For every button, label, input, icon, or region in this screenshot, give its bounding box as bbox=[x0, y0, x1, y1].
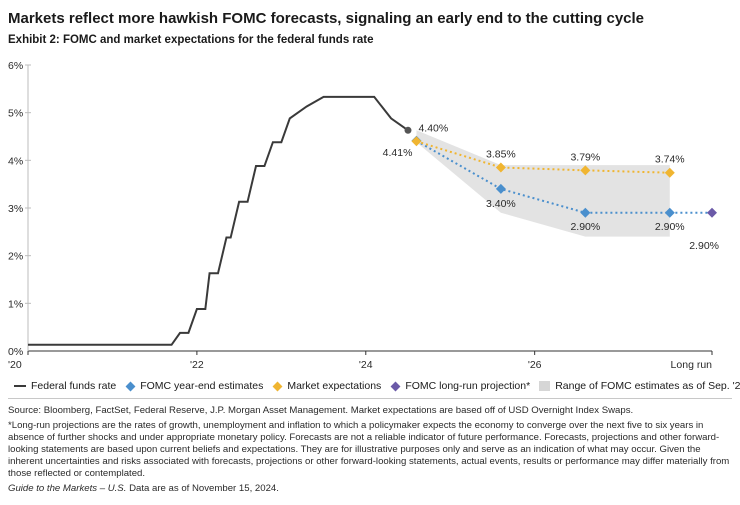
fomc-range-band bbox=[416, 130, 670, 237]
fomc-estimate-point bbox=[580, 207, 591, 218]
legend-swatch-market bbox=[272, 381, 283, 391]
legend-label-range: Range of FOMC estimates as of Sep. '24 S… bbox=[555, 380, 740, 392]
y-tick-label: 5% bbox=[8, 108, 23, 120]
guide-line: Guide to the Markets – U.S. Data are as … bbox=[8, 483, 732, 495]
longrun-note: *Long-run projections are the rates of g… bbox=[8, 420, 730, 479]
x-tick-label: '22 bbox=[190, 359, 204, 371]
x-tick-label: Long run bbox=[671, 359, 713, 371]
footnote-divider bbox=[8, 398, 732, 399]
fomc-data-label: 4.41% bbox=[383, 147, 413, 159]
x-tick-label: '24 bbox=[359, 359, 373, 371]
legend-item-range: Range of FOMC estimates as of Sep. '24 S… bbox=[539, 380, 740, 392]
fed-funds-chart: 0% 1% 2% 3% 4% 5% 6% '20 '22 '24 '26 Long run 4.41% 3… bbox=[8, 60, 719, 371]
x-tick-label: '26 bbox=[528, 359, 542, 371]
market-data-label: 4.40% bbox=[418, 122, 448, 134]
legend-swatch-range bbox=[539, 381, 551, 391]
legend-item-market: Market expectations bbox=[272, 380, 381, 392]
market-expectations-line bbox=[416, 140, 670, 174]
y-tick-label: 0% bbox=[8, 346, 23, 358]
y-tick-label: 3% bbox=[8, 203, 23, 215]
footnotes: Source: Bloomberg, FactSet, Federal Rese… bbox=[8, 405, 732, 495]
fomc-data-label: 3.40% bbox=[486, 198, 516, 210]
ffr-end-point bbox=[404, 126, 412, 134]
chart-subtitle: Exhibit 2: FOMC and market expectations … bbox=[8, 34, 374, 46]
legend-swatch-longrun bbox=[390, 381, 401, 391]
y-tick-label: 2% bbox=[8, 251, 23, 263]
legend-label-ffr: Federal funds rate bbox=[31, 380, 117, 392]
guide-title: Guide to the Markets – U.S. bbox=[8, 483, 127, 494]
market-data-label: 3.85% bbox=[486, 148, 516, 160]
legend-swatch-ffr bbox=[14, 385, 26, 387]
market-expectation-point bbox=[411, 136, 422, 147]
legend-swatch-fomc bbox=[125, 381, 136, 391]
ffr-line bbox=[28, 95, 409, 346]
y-tick-label: 1% bbox=[8, 298, 23, 310]
legend-label-longrun: FOMC long-run projection* bbox=[405, 380, 531, 392]
legend-label-fomc: FOMC year-end estimates bbox=[140, 380, 264, 392]
chart-title: Markets reflect more hawkish FOMC foreca… bbox=[8, 10, 645, 27]
data-date: Data are as of November 15, 2024. bbox=[129, 483, 279, 494]
market-expectation-point bbox=[580, 165, 591, 176]
source-note: Source: Bloomberg, FactSet, Federal Rese… bbox=[8, 405, 634, 416]
fomc-estimate-point bbox=[664, 207, 675, 218]
fomc-data-label: 2.90% bbox=[655, 221, 685, 233]
legend-label-market: Market expectations bbox=[287, 380, 382, 392]
x-tick-label: '20 bbox=[8, 359, 22, 371]
market-data-label: 3.79% bbox=[570, 151, 600, 163]
y-tick-label: 6% bbox=[8, 60, 23, 72]
fomc-estimate-point bbox=[495, 183, 506, 194]
chart-legend: Federal funds rate FOMC year-end estimat… bbox=[14, 379, 740, 393]
market-expectation-point bbox=[664, 167, 675, 178]
market-expectation-point bbox=[495, 162, 506, 173]
fomc-longrun-point bbox=[707, 207, 717, 218]
legend-item-fomc: FOMC year-end estimates bbox=[125, 380, 263, 392]
longrun-data-label: 2.90% bbox=[689, 240, 719, 252]
legend-item-ffr: Federal funds rate bbox=[14, 380, 116, 392]
y-tick-label: 4% bbox=[8, 155, 23, 167]
legend-item-longrun: FOMC long-run projection* bbox=[390, 380, 530, 392]
fomc-data-label: 2.90% bbox=[570, 221, 600, 233]
market-data-label: 3.74% bbox=[655, 154, 685, 166]
